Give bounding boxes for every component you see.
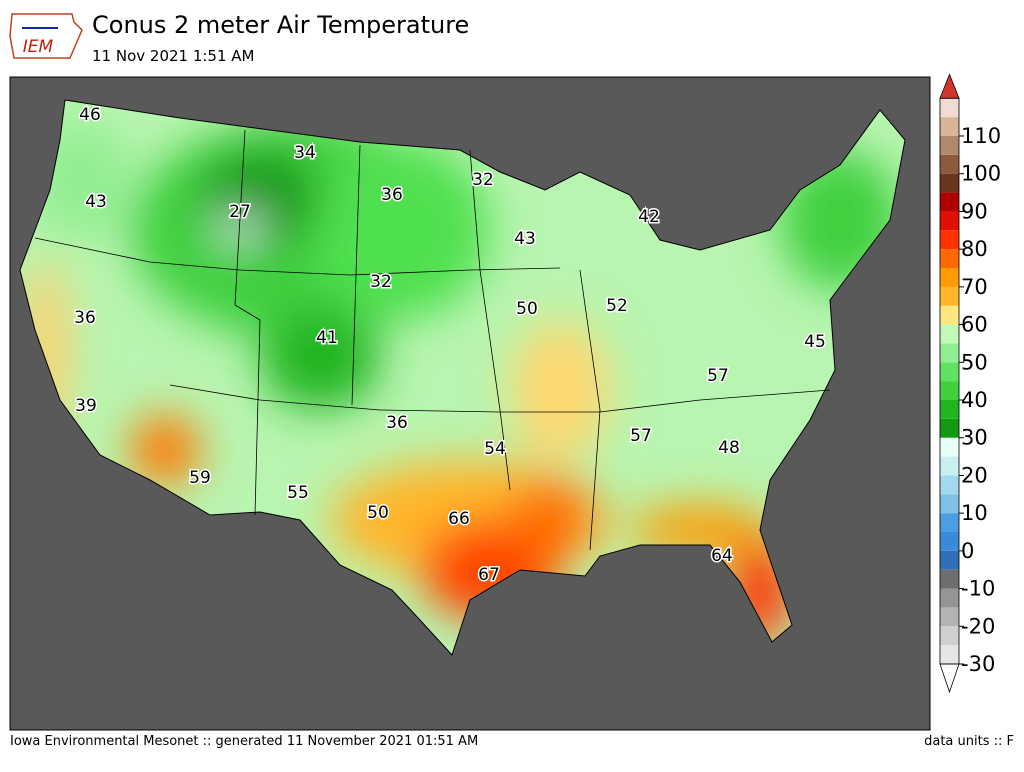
station-label: 41 <box>316 328 338 348</box>
logo-text: IEM <box>23 37 54 57</box>
station-label: 36 <box>386 413 408 433</box>
colorbar-segment <box>940 305 959 325</box>
station-label: 39 <box>75 396 97 416</box>
colorbar-tick-label: 110 <box>961 124 1001 148</box>
colorbar-segment <box>940 154 959 174</box>
colorbar-segment <box>940 192 959 212</box>
station-label: 42 <box>638 207 660 227</box>
station-label: 57 <box>630 426 652 446</box>
colorbar-tick-label: 70 <box>961 275 988 299</box>
station-label: 64 <box>711 546 733 566</box>
station-label: 32 <box>472 170 494 190</box>
station-label: 36 <box>381 185 403 205</box>
station-label: 48 <box>718 438 740 458</box>
colorbar-segment <box>940 532 959 551</box>
colorbar-tick-label: 40 <box>961 388 988 412</box>
footer-left: Iowa Environmental Mesonet :: generated … <box>10 734 478 749</box>
colorbar-tick-label: 30 <box>961 426 988 450</box>
colorbar-segment <box>940 117 959 136</box>
station-label: 52 <box>606 296 628 316</box>
station-label: 43 <box>514 229 536 249</box>
colorbar-segment <box>940 400 959 419</box>
colorbar-segment <box>940 626 959 646</box>
colorbar-segment <box>940 475 959 495</box>
colorbar-segment <box>940 268 959 287</box>
colorbar-under <box>939 663 960 694</box>
colorbar-tick-label: -20 <box>961 614 995 638</box>
colorbar-segment <box>940 456 959 476</box>
colorbar-segment <box>940 569 959 589</box>
station-label: 67 <box>478 565 500 585</box>
colorbar-segment <box>940 230 959 250</box>
colorbar-segment <box>940 136 959 155</box>
colorbar-tick-label: 20 <box>961 463 988 487</box>
colorbar-over <box>939 73 960 99</box>
station-label: 43 <box>85 192 107 212</box>
colorbar-tick-label: 100 <box>961 162 1001 186</box>
station-label: 45 <box>804 332 826 352</box>
colorbar-tick-label: 90 <box>961 199 988 223</box>
station-label: 54 <box>484 439 506 459</box>
colorbar-tick-label: 80 <box>961 237 988 261</box>
colorbar-segment <box>940 437 959 457</box>
station-label: 55 <box>287 483 309 503</box>
colorbar-tick-label: 10 <box>961 501 988 525</box>
colorbar-segment <box>940 343 959 363</box>
colorbar-segment <box>940 607 959 627</box>
station-label: 46 <box>79 105 101 125</box>
subtitle: 11 Nov 2021 1:51 AM <box>92 47 255 65</box>
country-outline <box>19 99 906 656</box>
colorbar-segment <box>940 98 959 118</box>
station-label: 27 <box>229 202 251 222</box>
station-label: 66 <box>448 509 470 529</box>
colorbar-tick-label: 0 <box>961 539 974 563</box>
footer-right: data units :: F <box>924 734 1014 749</box>
state-borders <box>34 129 831 551</box>
station-label: 50 <box>367 503 389 523</box>
colorbar-segment <box>940 381 959 400</box>
title: Conus 2 meter Air Temperature <box>92 11 469 39</box>
colorbar-tick-label: 50 <box>961 350 988 374</box>
colorbar-segment <box>940 173 959 193</box>
station-label: 34 <box>294 143 316 163</box>
colorbar-segment <box>940 513 959 532</box>
station-label: 32 <box>370 272 392 292</box>
station-label: 57 <box>707 366 729 386</box>
station-labels: 46 34 32 43 27 36 42 43 32 36 50 52 41 45 57 39 36 57 54 48… <box>73 104 828 587</box>
colorbar-segment <box>940 588 959 608</box>
station-label: 50 <box>516 299 538 319</box>
colorbar-frame <box>939 97 960 665</box>
colorbar-segment <box>940 324 959 344</box>
colorbar-tick-label: -30 <box>961 652 995 676</box>
colorbar-segment <box>940 286 959 306</box>
colorbar-tick-label: 60 <box>961 313 988 337</box>
station-label: 36 <box>74 308 96 328</box>
station-label: 59 <box>189 468 211 488</box>
colorbar-segment <box>940 362 959 382</box>
logo: IEM <box>9 13 83 59</box>
colorbar-segment <box>940 550 959 570</box>
colorbar-tick-label: -10 <box>961 577 995 601</box>
colorbar: -30 -20 -10 0 10 20 30 40 50 60 70 80 90 100 110 <box>939 73 1001 694</box>
colorbar-segment <box>940 494 959 514</box>
colorbar-segment <box>940 418 959 438</box>
colorbar-segment <box>940 645 959 664</box>
colorbar-segment <box>940 249 959 268</box>
colorbar-segment <box>940 211 959 231</box>
